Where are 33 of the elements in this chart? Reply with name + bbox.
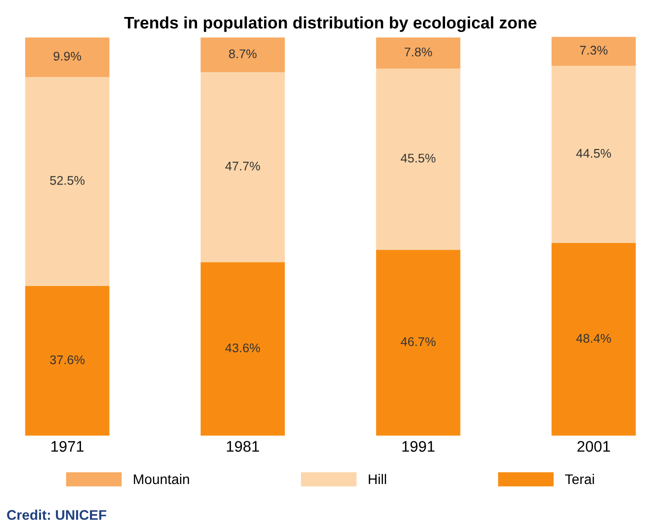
bar [25, 286, 110, 436]
legend-label: Terai [565, 474, 594, 484]
data-label: 47.7% [225, 162, 260, 170]
legend-label: Hill [368, 474, 386, 484]
bar [200, 38, 285, 72]
bar [552, 243, 636, 436]
x-tick-label: 1971 [51, 441, 84, 452]
legend-label: Mountain [134, 474, 190, 484]
data-label: 52.5% [50, 176, 85, 185]
data-label: 44.5% [576, 148, 611, 158]
chart-title: Trends in population distribution by ecological zone [124, 16, 536, 32]
text: Credit: UNICEF [7, 510, 106, 520]
x-tick-label: 1981 [226, 441, 259, 452]
data-label: 45.5% [400, 154, 436, 163]
data-label: 48.4% [576, 334, 611, 343]
x-tick-label: 2001 [577, 441, 610, 452]
data-label: 37.6% [50, 355, 85, 364]
bar [376, 38, 460, 69]
data-label: 7.3% [580, 46, 608, 55]
bar [25, 38, 110, 77]
data-label: 9.9% [54, 52, 82, 61]
bar [200, 262, 285, 436]
data-label: 8.7% [229, 49, 257, 58]
bar [552, 66, 636, 244]
data-label: 7.8% [404, 48, 432, 56]
bar [376, 250, 460, 436]
bar [552, 36, 636, 66]
x-tick-label: 1991 [402, 441, 434, 452]
data-label: 46.7% [400, 337, 436, 346]
data-label: 43.6% [225, 343, 260, 352]
bar [376, 68, 460, 250]
bar [200, 72, 285, 262]
bar [25, 76, 110, 286]
